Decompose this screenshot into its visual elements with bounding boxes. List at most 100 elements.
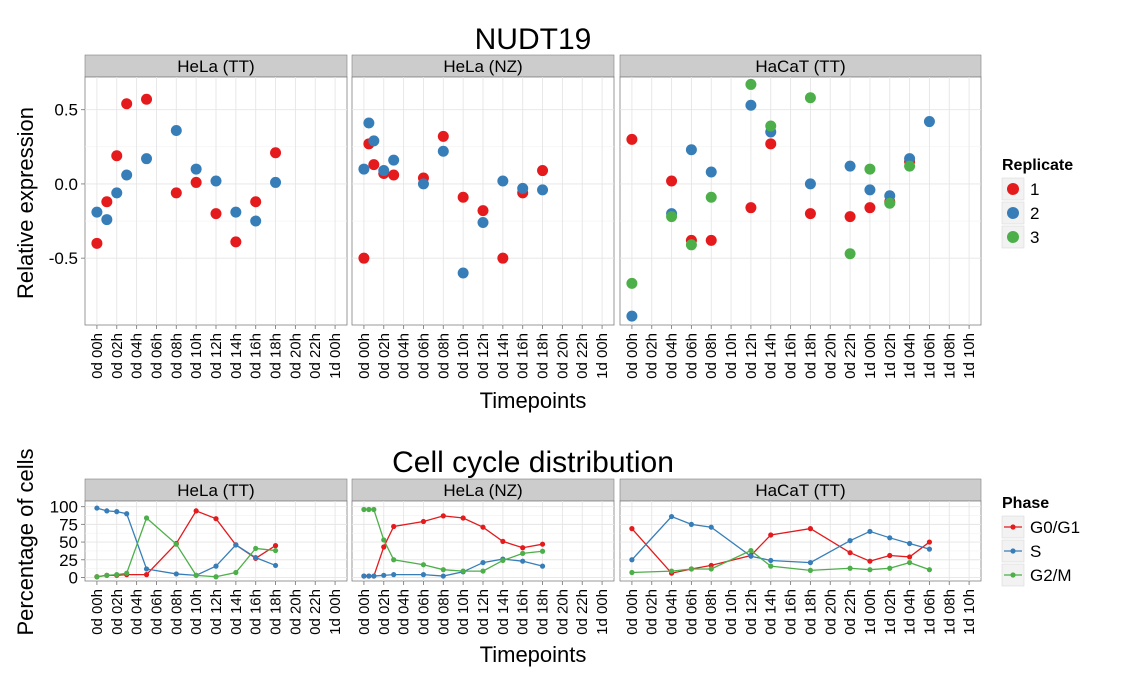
data-point — [705, 166, 717, 178]
legend-label: 2 — [1030, 204, 1039, 223]
data-point — [906, 540, 913, 547]
data-point — [366, 506, 372, 513]
data-point — [768, 563, 774, 569]
data-point — [141, 93, 153, 105]
y-tick-label: 100 — [50, 498, 78, 517]
data-point — [688, 521, 695, 527]
x-axis-label: Timepoints — [480, 388, 587, 413]
x-tick-label: 0d 04h — [129, 589, 146, 635]
data-point — [804, 208, 816, 220]
data-point — [807, 559, 814, 566]
x-tick-label: 0d 22h — [842, 333, 859, 379]
data-point — [368, 159, 380, 171]
facet-panel: HeLa (NZ)0d 00h 0d 02h 0d 04h 0d 06h 0d 08h 0… — [351, 478, 615, 635]
data-point — [748, 547, 754, 554]
data-point — [371, 573, 377, 579]
data-point — [391, 523, 397, 530]
x-tick-label: 0d 10h — [188, 589, 205, 635]
data-point — [847, 538, 853, 544]
data-point — [143, 566, 150, 572]
x-tick-label: 0d 16h — [515, 333, 532, 379]
data-point — [457, 267, 469, 279]
legend-label: G0/G1 — [1030, 518, 1080, 537]
x-tick-label: 0d 18h — [802, 589, 819, 635]
x-tick-label: 0d 08h — [703, 333, 720, 379]
data-point — [250, 215, 262, 227]
data-point — [460, 515, 466, 521]
data-point — [381, 544, 387, 550]
data-point — [111, 150, 123, 162]
data-point — [539, 548, 546, 554]
x-tick-label: 1d 00h — [594, 589, 611, 635]
x-tick-label: 1d 02h — [882, 333, 899, 379]
x-tick-label: 0d 22h — [307, 589, 324, 635]
data-point — [539, 541, 546, 547]
facet-strip-label: HeLa (TT) — [177, 57, 254, 76]
x-tick-label: 0d 22h — [574, 333, 591, 379]
data-point — [705, 191, 717, 203]
x-tick-label: 0d 10h — [723, 333, 740, 379]
data-point — [745, 78, 757, 90]
x-tick-label: 0d 20h — [554, 589, 571, 635]
data-point — [101, 214, 113, 226]
data-point — [520, 558, 526, 564]
data-point — [361, 573, 367, 579]
data-point — [440, 567, 446, 573]
y-axis-label: Relative expression — [13, 107, 38, 299]
data-point — [926, 567, 933, 573]
x-tick-label: 0d 12h — [743, 589, 760, 635]
data-point — [363, 117, 375, 129]
facet-panel: HeLa (TT)0d 00h 0d 02h 0d 04h 0d 06h 0d 08h 0… — [84, 478, 348, 635]
x-tick-label: 0d 22h — [842, 589, 859, 635]
data-point — [94, 505, 100, 511]
x-tick-label: 0d 08h — [435, 333, 452, 379]
x-tick-label: 0d 14h — [495, 589, 512, 635]
x-tick-label: 1d 08h — [941, 589, 958, 635]
data-point — [708, 566, 714, 572]
data-point — [358, 252, 370, 264]
x-tick-label: 0d 10h — [188, 333, 205, 379]
data-point — [745, 202, 757, 214]
x-tick-label: 1d 02h — [882, 589, 899, 635]
data-point — [926, 546, 933, 552]
x-tick-label: 0d 04h — [396, 333, 413, 379]
data-point — [143, 572, 150, 578]
x-tick-label: 0d 20h — [287, 333, 304, 379]
x-tick-label: 0d 14h — [763, 589, 780, 635]
data-point — [253, 555, 259, 561]
data-point — [768, 532, 774, 538]
x-tick-label: 0d 06h — [148, 333, 165, 379]
nudt19-plot: NUDT19 HeLa (TT)0d 00h 0d 02h 0d 04h 0d 06h… — [13, 23, 1073, 413]
chart-title: Cell cycle distribution — [392, 446, 674, 479]
data-point — [626, 277, 638, 289]
x-tick-label: 0d 00h — [624, 333, 641, 379]
data-point — [804, 92, 816, 104]
data-point — [668, 513, 675, 520]
data-point — [358, 163, 370, 175]
data-point — [143, 515, 150, 521]
data-point — [537, 184, 549, 196]
data-point — [417, 178, 429, 190]
x-tick-label: 0d 12h — [475, 333, 492, 379]
plot-background — [619, 76, 982, 326]
data-point — [366, 573, 372, 579]
data-point — [708, 524, 714, 530]
plot-background — [619, 500, 982, 582]
data-point — [804, 178, 816, 190]
data-point — [906, 559, 913, 566]
data-point — [440, 513, 446, 519]
x-tick-label: 0d 08h — [168, 333, 185, 379]
data-point — [101, 196, 113, 208]
data-point — [666, 175, 678, 187]
x-tick-label: 0d 18h — [802, 333, 819, 379]
data-point — [457, 191, 469, 203]
legend-label: 1 — [1030, 180, 1039, 199]
data-point — [926, 539, 933, 545]
data-point — [124, 511, 130, 517]
x-tick-label: 0d 20h — [822, 333, 839, 379]
data-point — [213, 516, 219, 522]
data-point — [887, 565, 893, 571]
data-point — [688, 566, 695, 572]
x-tick-label: 0d 22h — [307, 333, 324, 379]
